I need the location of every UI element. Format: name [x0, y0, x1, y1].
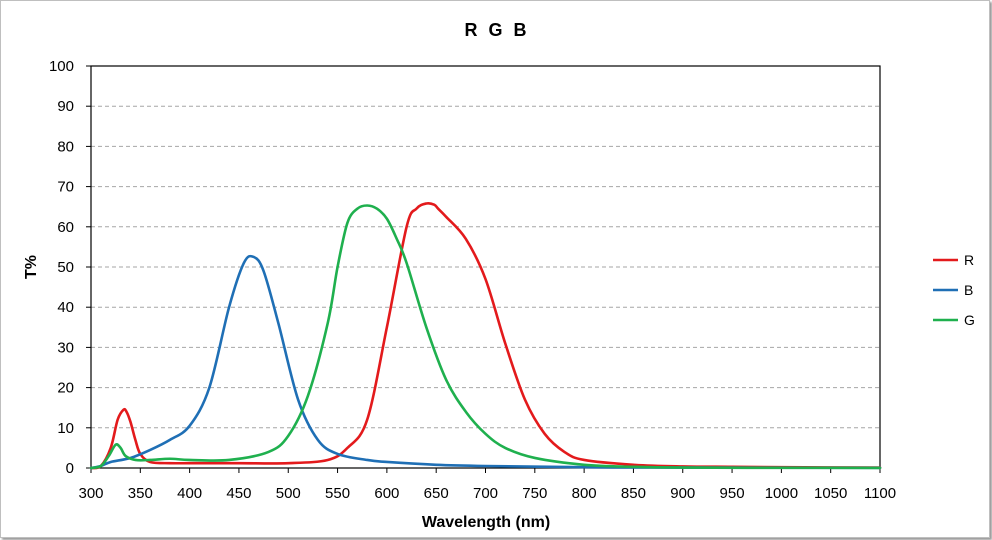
x-tick-label: 800 [572, 485, 597, 502]
series-lines [89, 201, 882, 470]
y-tick-label: 20 [57, 380, 74, 397]
x-tick-label: 450 [226, 485, 251, 502]
x-axis-title: Wavelength (nm) [422, 514, 550, 531]
y-axis-ticks: 0 10 20 30 40 50 60 70 80 90 100 [49, 58, 91, 477]
y-axis-title: T% [23, 255, 40, 279]
x-tick-label: 400 [177, 485, 202, 502]
y-tick-label: 80 [57, 138, 74, 155]
legend: RBG [933, 252, 975, 328]
x-tick-label: 950 [720, 485, 745, 502]
legend-label-b: B [964, 282, 973, 298]
x-tick-label: 850 [621, 485, 646, 502]
y-tick-label: 70 [57, 179, 74, 196]
x-tick-label: 550 [325, 485, 350, 502]
x-tick-label: 1000 [765, 485, 798, 502]
series-line-b [89, 254, 882, 470]
x-tick-label: 750 [522, 485, 547, 502]
series-line-r [89, 201, 882, 470]
x-tick-label: 500 [276, 485, 301, 502]
y-tick-label: 90 [57, 98, 74, 115]
y-tick-label: 40 [57, 299, 74, 316]
series-line-g [89, 204, 882, 470]
y-tick-label: 100 [49, 58, 74, 75]
x-tick-label: 600 [374, 485, 399, 502]
y-tick-label: 50 [57, 259, 74, 276]
x-tick-label: 700 [473, 485, 498, 502]
x-tick-label: 650 [424, 485, 449, 502]
chart-title: R G B [464, 20, 529, 40]
x-tick-label: 1050 [814, 485, 847, 502]
x-axis-ticks: 300 350 400 450 500 550 600 650 700 750 800 850 900 9… [78, 468, 896, 502]
x-tick-label: 350 [128, 485, 153, 502]
x-tick-label: 900 [670, 485, 695, 502]
x-tick-label: 1100 [864, 485, 896, 502]
y-tick-label: 60 [57, 219, 74, 236]
x-tick-label: 300 [78, 485, 103, 502]
legend-label-g: G [964, 312, 975, 328]
y-tick-label: 0 [66, 460, 74, 477]
y-tick-label: 10 [57, 420, 74, 437]
gridlines [91, 105, 880, 429]
legend-label-r: R [964, 252, 974, 268]
y-tick-label: 30 [57, 339, 74, 356]
